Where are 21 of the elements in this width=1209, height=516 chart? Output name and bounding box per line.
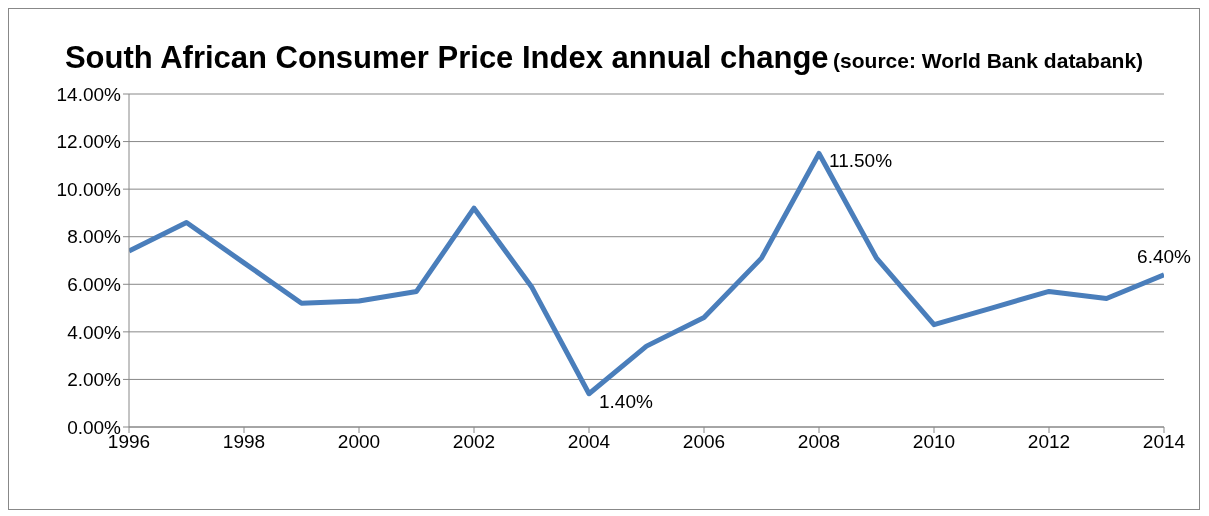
x-tick-label: 2010 [912,431,956,453]
x-tick-label: 2014 [1142,431,1186,453]
x-tick-label: 2002 [452,431,496,453]
x-tick-label: 2000 [337,431,381,453]
y-tick-label: 6.00% [67,274,122,296]
x-tick-label: 2006 [682,431,726,453]
data-label: 11.50% [829,150,893,172]
y-tick-label: 2.00% [67,369,122,391]
x-tick-label: 2008 [797,431,841,453]
x-tick-label: 1998 [222,431,266,453]
y-tick-label: 10.00% [56,178,122,200]
y-tick-label: 8.00% [67,226,122,248]
data-label: 1.40% [599,390,653,412]
y-tick-label: 12.00% [56,131,122,153]
x-tick-label: 2004 [567,431,611,453]
y-tick-label: 4.00% [67,321,122,343]
x-tick-label: 2012 [1027,431,1071,453]
data-label: 6.40% [1137,245,1192,267]
chart-subtitle: (source: World Bank databank) [833,49,1144,72]
y-tick-label: 14.00% [56,83,122,105]
chart-title: South African Consumer Price Index annual change [64,40,829,75]
